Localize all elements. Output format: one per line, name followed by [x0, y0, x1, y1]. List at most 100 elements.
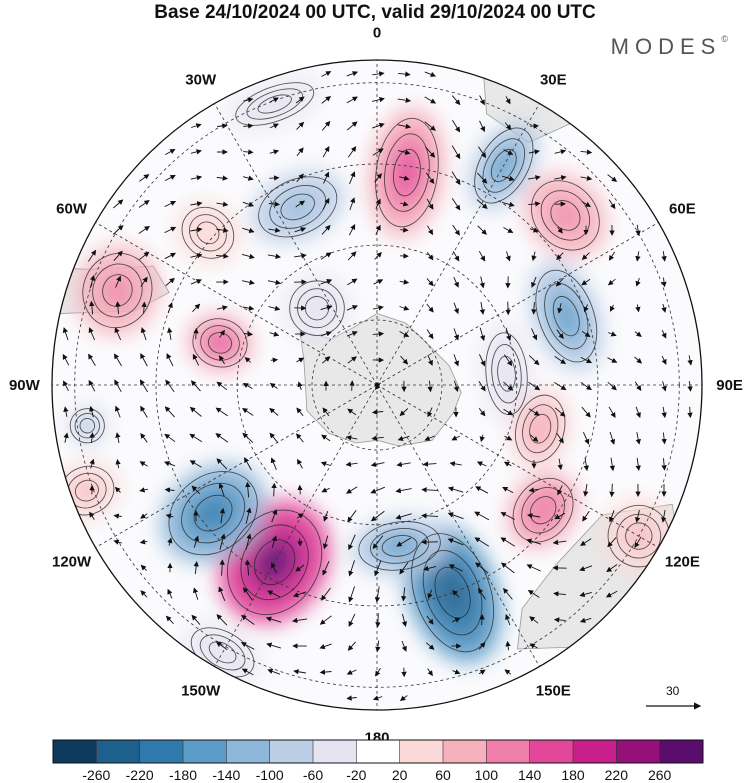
- wind-vector: [320, 252, 332, 260]
- wind-vector: [267, 279, 281, 286]
- wind-vector: [635, 251, 641, 262]
- wind-vector: [115, 301, 121, 315]
- colorbar-swatch: [399, 740, 444, 763]
- wind-vector: [141, 301, 147, 314]
- wind-vector: [580, 149, 593, 155]
- anomaly-core: [550, 200, 580, 231]
- wind-vector: [189, 406, 202, 417]
- wind-vector: [504, 669, 512, 675]
- wind-vector: [579, 565, 593, 572]
- wind-vector: [606, 564, 618, 573]
- colorbar-label: 60: [435, 767, 451, 783]
- wind-vector: [242, 432, 254, 444]
- wind-vector: [245, 507, 252, 524]
- wind-vector: [216, 253, 229, 259]
- contour-line: [515, 394, 566, 463]
- wind-vector: [372, 535, 384, 550]
- wind-vector: [503, 408, 514, 416]
- contour-line: [392, 148, 421, 197]
- wind-vector: [62, 353, 70, 366]
- wind-vector: [661, 303, 667, 313]
- wind-vector: [505, 640, 511, 651]
- wind-vector: [400, 201, 409, 207]
- wind-vector: [139, 251, 150, 261]
- contour-line: [491, 344, 522, 404]
- wind-vector: [189, 433, 203, 443]
- wind-vector: [243, 587, 253, 601]
- wind-vector: [164, 406, 175, 418]
- wind-vector: [554, 356, 567, 365]
- wind-vector: [478, 669, 486, 675]
- wind-vector: [348, 613, 356, 627]
- wind-vector: [371, 435, 384, 441]
- wind-vector: [479, 95, 485, 106]
- wind-vector: [453, 328, 460, 341]
- wind-vector: [401, 587, 407, 602]
- wind-vector: [371, 122, 385, 129]
- anomaly-core: [530, 496, 556, 524]
- wind-vector: [478, 380, 486, 392]
- wind-vector: [243, 123, 254, 129]
- wind-vector: [451, 95, 461, 106]
- wind-vector: [421, 487, 438, 493]
- wind-vector: [609, 483, 615, 498]
- wind-vector: [661, 330, 667, 339]
- wind-vector: [219, 559, 225, 576]
- wind-vector: [165, 379, 175, 393]
- wind-vector: [216, 201, 229, 207]
- wind-vector: [397, 123, 412, 129]
- contour-line: [188, 214, 227, 252]
- wind-vector: [267, 668, 281, 675]
- wind-vector: [320, 331, 332, 337]
- wind-vector: [399, 331, 410, 337]
- wind-vector: [427, 589, 433, 600]
- wind-vector: [528, 408, 540, 416]
- wind-vector: [500, 537, 516, 547]
- wind-vector: [113, 199, 124, 209]
- wind-vector: [425, 642, 435, 650]
- wind-vector: [322, 535, 329, 550]
- wind-vector: [553, 617, 566, 623]
- colorbar-swatch: [356, 740, 400, 763]
- colorbar-swatch: [53, 740, 97, 763]
- wind-vector: [447, 486, 464, 493]
- wind-vector: [503, 587, 513, 600]
- wind-vector: [607, 278, 616, 286]
- wind-vector: [634, 381, 642, 391]
- wind-vector: [502, 175, 515, 182]
- wind-vector: [661, 381, 667, 392]
- wind-vector: [374, 173, 382, 183]
- wind-vector: [218, 355, 225, 365]
- wind-vector: [453, 380, 459, 393]
- wind-vector: [89, 405, 95, 418]
- wind-vector: [348, 534, 356, 551]
- wind-vector: [634, 356, 643, 364]
- wind-vector: [375, 224, 381, 235]
- wind-vector: [165, 277, 175, 286]
- wind-vector: [528, 149, 540, 155]
- wind-vector: [347, 510, 357, 523]
- wind-vector: [502, 486, 514, 494]
- lon-label: 30W: [185, 72, 217, 89]
- wind-vector: [373, 279, 384, 285]
- wind-vector: [294, 253, 307, 259]
- wind-vector: [319, 669, 332, 675]
- wind-vector: [167, 302, 173, 314]
- colorbar-label: -140: [212, 767, 240, 783]
- wind-vector: [397, 97, 412, 103]
- contour-line: [196, 221, 220, 245]
- wind-vector: [269, 432, 279, 443]
- wind-vector: [500, 512, 515, 520]
- wind-vector: [167, 588, 173, 599]
- wind-vector: [607, 357, 618, 363]
- wind-vector: [399, 175, 410, 181]
- wind-vector: [453, 302, 459, 315]
- wind-vector: [140, 590, 148, 598]
- wind-vector: [190, 149, 202, 155]
- wind-vector: [609, 457, 615, 472]
- colorbar-label: -100: [256, 767, 284, 783]
- wind-vector: [400, 355, 409, 365]
- wind-vector: [528, 355, 540, 366]
- wind-vector: [245, 533, 252, 550]
- wind-vector: [529, 643, 538, 649]
